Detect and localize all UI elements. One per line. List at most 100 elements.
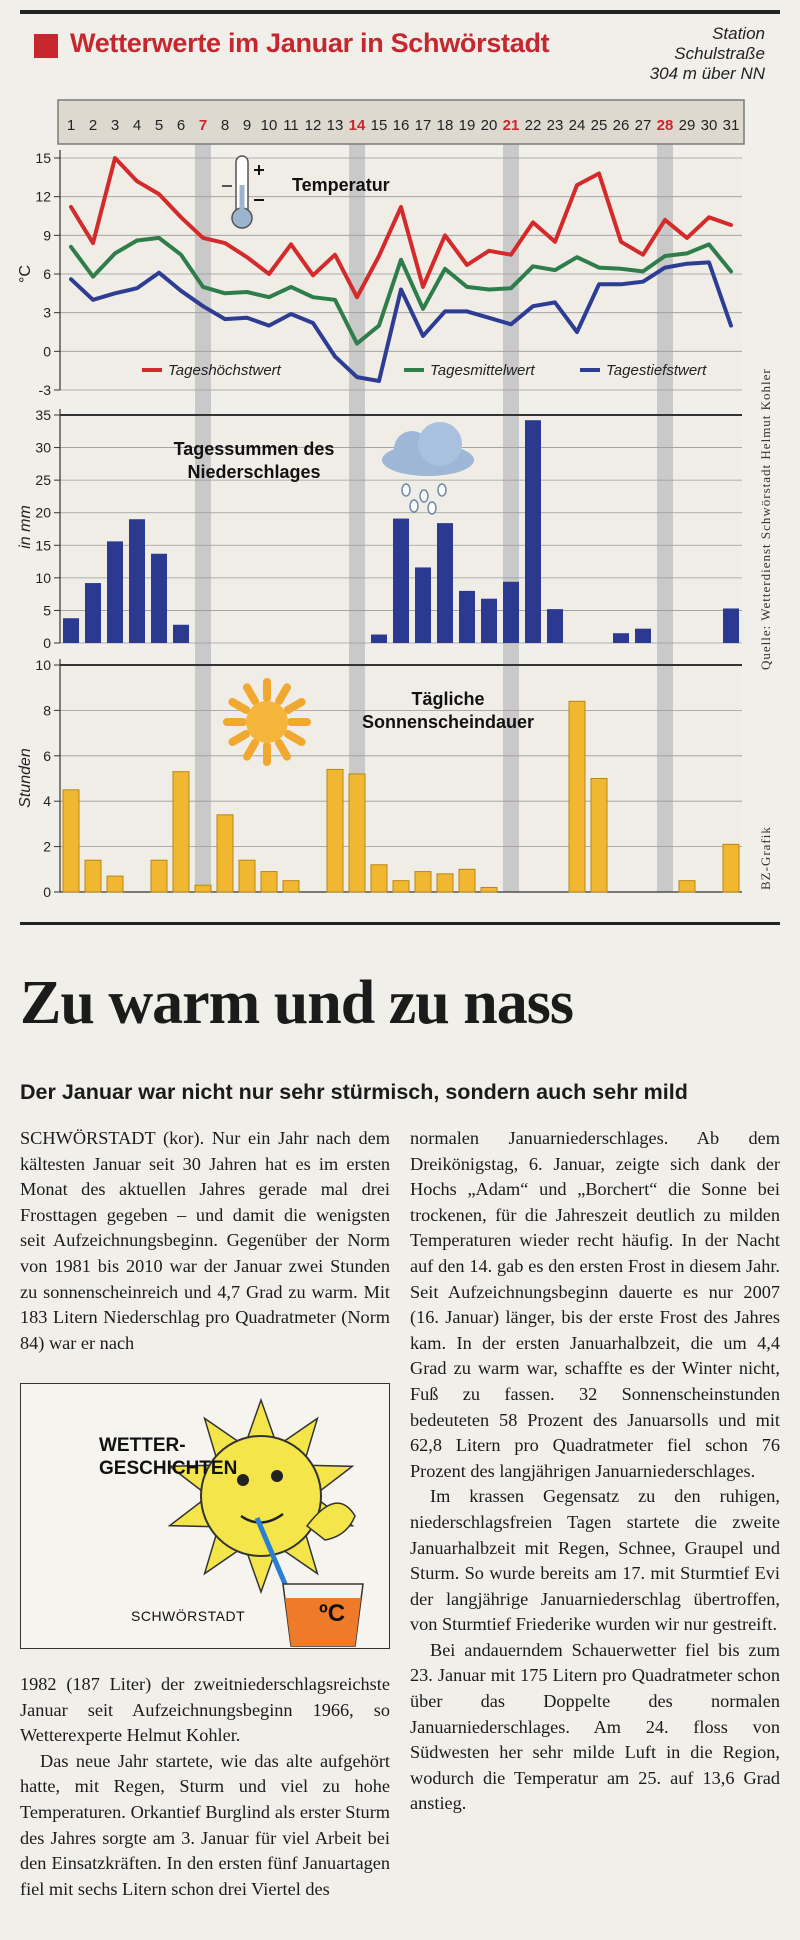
highlight-band [503,125,519,892]
day-label: 3 [111,117,119,134]
section-rule [20,922,780,925]
series-line [69,156,733,300]
day-label: 1 [67,117,75,134]
sun-bar [326,768,344,893]
sun-bar [282,880,300,893]
legend-label: Tagesmittelwert [430,362,535,379]
sunshine-chart: 0 2 4 6 8 10 Stunden Tägliche Sonnenscheindauer [17,657,742,900]
tick-label: 3 [43,305,51,321]
article-paragraph: Im krassen Gegensatz zu den ruhigen, nie… [410,1486,780,1635]
tick-label: 6 [43,266,51,282]
tick-label: 10 [35,570,51,586]
sun-bar [216,814,234,893]
precip-bar [371,634,387,643]
sun-bar [348,773,366,893]
precip-bar [613,633,629,643]
day-label: 15 [371,117,388,134]
temperature-chart: -3 0 3 6 9 12 15 °C Temperatur Tageshöchstwert Tag… [17,150,742,398]
sun-bar [370,864,388,893]
day-label: 31 [723,117,740,134]
sun-bar [458,868,476,893]
tick-label: 4 [43,793,51,809]
sun-bar [238,859,256,893]
precip-bar [525,420,541,643]
day-label: 7 [199,117,207,134]
day-label: 19 [459,117,476,134]
title-square-icon [34,34,58,58]
day-label: 21 [503,117,520,134]
day-label: 18 [437,117,454,134]
tick-label: 30 [35,440,51,456]
precip-bar [459,590,475,643]
tick-label: 12 [35,189,51,205]
sun-character [167,1397,356,1599]
day-label: 23 [547,117,564,134]
sunshine-title-line-2: Sonnenscheindauer [362,712,534,732]
thermometer-icon [222,155,264,229]
tick-label: 35 [35,407,51,423]
temperature-title: Temperatur [292,175,390,195]
wettergeschichten-box: WETTER- GESCHICHTEN SCHWÖRSTADT ºC [20,1383,390,1649]
graphic-credit: BZ-Grafik [758,826,773,890]
highlight-band [195,125,211,892]
tick-label: 8 [43,702,51,718]
box-title: WETTER- GESCHICHTEN [99,1434,237,1480]
highlight-band [657,125,673,892]
sun-bar [590,778,608,893]
article-column-2: normalen Januarniederschlages. Ab dem Dr… [410,1126,780,1817]
day-label: 25 [591,117,608,134]
day-label: 28 [657,117,674,134]
precip-bar [393,518,409,643]
precip-bar [107,541,123,643]
sun-bar [678,880,696,893]
tick-label: 0 [43,884,51,900]
day-label: 24 [569,117,586,134]
precip-bar [415,567,431,643]
tick-label: 5 [43,602,51,618]
day-label: 13 [327,117,344,134]
day-label: 2 [89,117,97,134]
top-rule [20,10,780,14]
day-label: 27 [635,117,652,134]
legend-label: Tageshöchstwert [168,362,282,379]
day-label: 6 [177,117,185,134]
precipitation-title: Tagessummen des Niederschlages [174,439,335,482]
tick-label: 9 [43,227,51,243]
article-column-1-top: SCHWÖRSTADT (kor). Nur ein Jahr nach dem… [20,1126,390,1356]
day-label: 29 [679,117,696,134]
day-ruler [57,99,745,145]
article-paragraph: Bei andauerndem Schauerwetter fiel bis z… [410,1639,780,1814]
precip-bar [129,519,145,643]
sun-bar [414,871,432,893]
day-label: 26 [613,117,630,134]
station-line-2: Schulstraße [674,44,765,63]
sun-bar [106,875,124,893]
precip-bar [173,624,189,643]
day-label: 17 [415,117,432,134]
sun-bar [150,859,168,893]
weather-charts: 1 2 3 4 5 6 7 8 9 10 11 12 13 14 15 16 17 18 19 20 21 22 23 24 2… [17,99,745,900]
tick-label: 0 [43,343,51,359]
article-paragraph: Das neue Jahr startete, wie das alte auf… [20,1750,390,1899]
precip-bar [723,608,739,643]
sunshine-title-line-1: Tägliche [411,689,484,709]
precip-bar [63,618,79,643]
precip-bar [547,609,563,643]
tick-label: 20 [35,505,51,521]
sun-icon [223,678,311,766]
sun-bar [436,873,454,893]
highlight-band [349,125,365,892]
tick-label: 15 [35,150,51,166]
rain-cloud-icon [382,422,474,515]
precipitation-chart: 0 5 10 15 20 25 30 35 in mm Tagessummen des Nieder… [17,407,742,651]
day-label: 5 [155,117,163,134]
day-label: 22 [525,117,542,134]
glass-icon [282,1583,364,1647]
tick-label: 6 [43,748,51,764]
sun-bar [172,771,190,893]
box-location: SCHWÖRSTADT [131,1608,246,1624]
article-paragraph: normalen Januarniederschlages. Ab dem Dr… [410,1128,780,1481]
sunshine-panel [60,665,742,892]
day-label: 9 [243,117,251,134]
article-paragraph: SCHWÖRSTADT (kor). Nur ein Jahr nach dem… [20,1128,390,1353]
